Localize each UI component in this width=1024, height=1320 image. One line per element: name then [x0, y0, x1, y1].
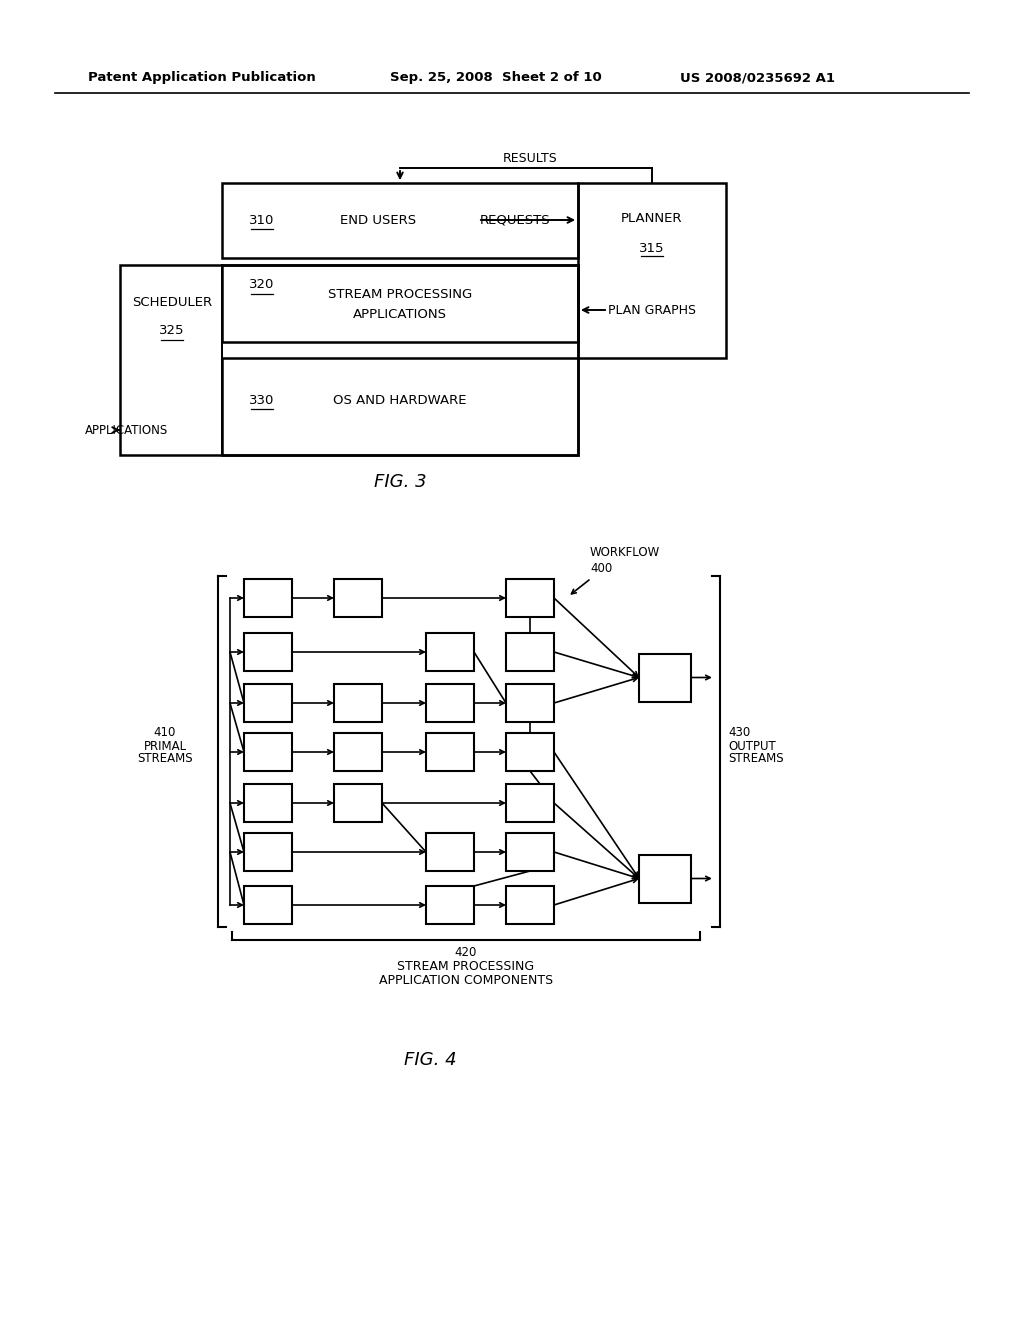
- Bar: [426, 833, 474, 871]
- Text: PLANNER: PLANNER: [622, 211, 683, 224]
- Bar: [426, 634, 474, 671]
- Bar: [506, 784, 554, 822]
- Text: OUTPUT: OUTPUT: [728, 739, 776, 752]
- Text: FIG. 4: FIG. 4: [403, 1051, 457, 1069]
- Bar: [222, 183, 578, 257]
- Text: 325: 325: [160, 323, 184, 337]
- Bar: [426, 733, 474, 771]
- Text: REQUESTS: REQUESTS: [480, 214, 551, 227]
- Text: 310: 310: [249, 214, 274, 227]
- Text: US 2008/0235692 A1: US 2008/0235692 A1: [680, 71, 835, 84]
- Text: STREAM PROCESSING: STREAM PROCESSING: [397, 960, 535, 973]
- Bar: [426, 886, 474, 924]
- Bar: [244, 634, 292, 671]
- Bar: [426, 684, 474, 722]
- Bar: [578, 183, 726, 358]
- Bar: [334, 784, 382, 822]
- Text: 400: 400: [590, 561, 612, 574]
- Bar: [244, 833, 292, 871]
- Bar: [506, 886, 554, 924]
- Text: PRIMAL: PRIMAL: [143, 739, 186, 752]
- Text: APPLICATIONS: APPLICATIONS: [85, 424, 168, 437]
- Bar: [506, 579, 554, 616]
- Text: STREAMS: STREAMS: [137, 752, 193, 766]
- Bar: [244, 784, 292, 822]
- Text: 330: 330: [249, 393, 274, 407]
- Bar: [222, 265, 578, 342]
- Bar: [244, 886, 292, 924]
- Bar: [222, 358, 578, 455]
- Text: 410: 410: [154, 726, 176, 739]
- Bar: [639, 653, 691, 701]
- Text: 315: 315: [639, 242, 665, 255]
- Text: PLAN GRAPHS: PLAN GRAPHS: [608, 304, 696, 317]
- Text: RESULTS: RESULTS: [503, 152, 557, 165]
- Bar: [244, 684, 292, 722]
- Text: END USERS: END USERS: [340, 214, 416, 227]
- Bar: [506, 733, 554, 771]
- Bar: [506, 634, 554, 671]
- Text: STREAM PROCESSING: STREAM PROCESSING: [328, 289, 472, 301]
- Bar: [506, 833, 554, 871]
- Bar: [506, 684, 554, 722]
- Text: Patent Application Publication: Patent Application Publication: [88, 71, 315, 84]
- Text: OS AND HARDWARE: OS AND HARDWARE: [333, 393, 467, 407]
- Text: 430: 430: [728, 726, 751, 739]
- Bar: [244, 733, 292, 771]
- Text: STREAMS: STREAMS: [728, 752, 783, 766]
- Text: 320: 320: [249, 279, 274, 292]
- Text: SCHEDULER: SCHEDULER: [132, 297, 212, 309]
- Bar: [244, 579, 292, 616]
- Bar: [120, 265, 578, 455]
- Bar: [334, 684, 382, 722]
- Text: Sep. 25, 2008  Sheet 2 of 10: Sep. 25, 2008 Sheet 2 of 10: [390, 71, 602, 84]
- Text: FIG. 3: FIG. 3: [374, 473, 426, 491]
- Bar: [639, 854, 691, 903]
- Text: 420: 420: [455, 945, 477, 958]
- Bar: [334, 579, 382, 616]
- Bar: [334, 733, 382, 771]
- Text: APPLICATIONS: APPLICATIONS: [353, 309, 447, 322]
- Text: WORKFLOW: WORKFLOW: [590, 546, 660, 560]
- Text: APPLICATION COMPONENTS: APPLICATION COMPONENTS: [379, 974, 553, 986]
